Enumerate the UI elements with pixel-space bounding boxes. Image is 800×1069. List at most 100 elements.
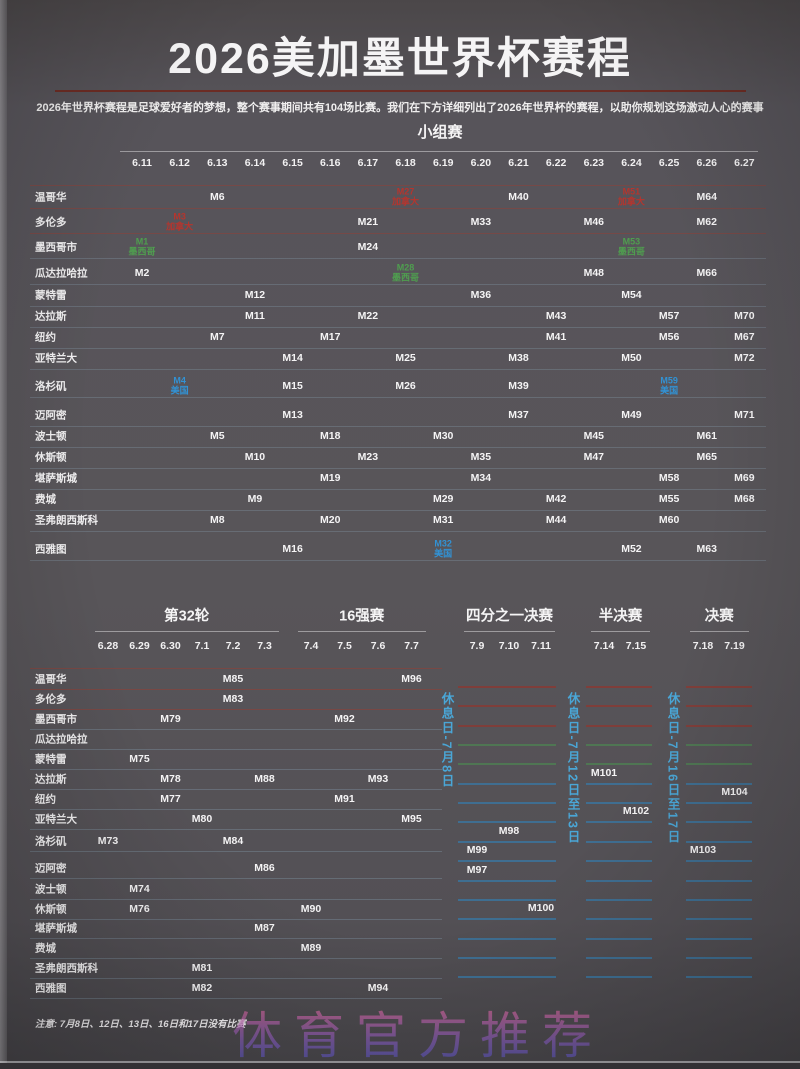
city-label: 达拉斯: [35, 773, 67, 786]
bracket-slot: [458, 860, 556, 863]
row-separator: [30, 468, 766, 469]
row-separator: [30, 919, 442, 920]
match-cell-host-nation: M28 墨西哥: [392, 262, 420, 282]
match-cell: M20: [320, 514, 341, 526]
match-cell: M21: [357, 216, 379, 228]
row-separator: [30, 208, 766, 209]
city-label: 温哥华: [35, 673, 67, 686]
match-cell: M10: [244, 451, 266, 463]
match-cell: M26: [395, 380, 416, 392]
rest-day-label: 休息日-7月8日: [439, 692, 454, 789]
match-cell: M13: [282, 409, 303, 421]
bracket-slot: [586, 956, 652, 959]
watermark: 体育官方推荐: [232, 996, 604, 1068]
match-cell-host-nation: M32 美国: [434, 538, 453, 558]
match-cell: M87: [254, 922, 275, 934]
stage-header: 决赛: [704, 608, 734, 625]
date-label: 6.11: [132, 157, 152, 169]
photo-edge-bottom-line: [0, 1061, 800, 1063]
city-label: 迈阿密: [35, 409, 67, 422]
city-label: 蒙特雷: [35, 753, 67, 766]
city-label: 波士顿: [35, 430, 67, 443]
date-label: 7.1: [194, 640, 210, 652]
date-label: 7.3: [257, 640, 272, 652]
match-cell: M92: [334, 713, 355, 725]
row-separator: [30, 258, 766, 259]
bracket-slot: [686, 802, 752, 805]
match-cell-host-nation: M53 墨西哥: [617, 236, 645, 256]
match-cell: M46: [583, 216, 605, 228]
match-cell: M35: [470, 451, 492, 463]
date-label: 6.12: [169, 157, 190, 169]
match-cell: M86: [254, 862, 275, 874]
match-cell: M42: [545, 493, 567, 505]
match-cell: M48: [583, 267, 605, 279]
match-cell: M56: [658, 331, 680, 343]
bracket-slot: [458, 898, 556, 901]
group-stage-header: 小组赛: [417, 124, 463, 141]
bracket-slot: [686, 879, 752, 882]
group-stage-header-line: [120, 151, 758, 152]
match-cell: M22: [357, 310, 379, 322]
match-cell: M85: [222, 673, 244, 685]
date-label: 7.10: [498, 640, 520, 652]
match-cell: M63: [696, 543, 717, 555]
bracket-slot: [686, 744, 752, 747]
bracket-slot: [586, 802, 652, 805]
match-cell: M82: [191, 982, 213, 994]
city-label: 堪萨斯城: [35, 922, 77, 935]
city-label: 墨西哥市: [35, 713, 77, 726]
match-cell: M68: [734, 493, 755, 505]
match-cell: M34: [470, 472, 492, 484]
match-cell: M91: [334, 793, 355, 805]
row-separator: [30, 829, 442, 830]
bracket-slot: [686, 898, 752, 901]
stage-underline: [298, 631, 426, 632]
row-separator: [30, 369, 766, 370]
city-label: 亚特兰大: [35, 352, 77, 365]
city-label: 亚特兰大: [35, 813, 77, 826]
date-label: 6.17: [357, 157, 379, 169]
rest-day-label: 休息日-7月16日至17日: [665, 692, 680, 845]
date-label: 7.19: [724, 640, 745, 652]
match-cell: M94: [367, 982, 389, 994]
match-cell-host-nation: M27 加拿大: [392, 186, 420, 206]
stage-underline: [690, 631, 749, 632]
row-separator: [30, 749, 442, 750]
bracket-slot: [686, 840, 752, 843]
match-cell: M40: [508, 191, 529, 203]
match-cell: M73: [97, 835, 119, 847]
date-label: 6.25: [658, 157, 680, 169]
row-separator: [30, 489, 766, 490]
match-cell-host-nation: M1 墨西哥: [128, 236, 156, 256]
match-cell: M50: [621, 352, 642, 364]
date-label: 6.22: [545, 157, 567, 169]
match-cell: M6: [210, 191, 225, 203]
date-label: 6.16: [320, 157, 341, 169]
row-separator: [30, 397, 766, 398]
date-label: 7.7: [404, 640, 419, 652]
city-label: 瓜达拉哈拉: [35, 733, 88, 746]
bracket-slot: [686, 976, 752, 979]
bracket-slot: [458, 821, 556, 824]
date-label: 7.15: [625, 640, 647, 652]
match-cell: M90: [300, 903, 322, 915]
row-separator: [30, 851, 442, 852]
bracket-slot: [458, 782, 556, 785]
match-cell: M70: [734, 310, 755, 322]
bracket-slot: [586, 918, 652, 921]
match-cell: M33: [470, 216, 492, 228]
match-cell: M16: [282, 543, 303, 555]
date-label: 6.15: [282, 157, 303, 169]
match-cell: M88: [254, 773, 275, 785]
stage-header: 四分之一决赛: [466, 608, 553, 625]
row-separator: [30, 789, 442, 790]
city-label: 墨西哥市: [35, 241, 77, 254]
match-cell: M37: [508, 409, 529, 421]
bracket-slot: [586, 744, 652, 747]
match-cell: M77: [160, 793, 181, 805]
city-label: 多伦多: [35, 216, 67, 229]
bracket-match-label: M98: [498, 824, 520, 837]
match-cell: M17: [320, 331, 341, 343]
